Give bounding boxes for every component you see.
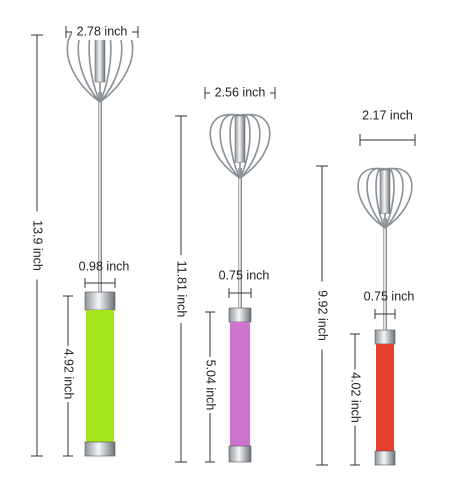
label-bg: [210, 85, 270, 101]
handle-width: 0.75 inch: [219, 268, 270, 282]
handle-length: 4.92 inch: [62, 349, 76, 400]
ferrule: [374, 329, 396, 345]
handle-cap: [84, 441, 116, 457]
label-bg: [173, 255, 189, 323]
ferrule: [84, 291, 116, 311]
whisks: 13.9 inch 2.78 inch 0.98 inch 4.92 inch 11.8…: [29, 23, 416, 466]
whisk-wire: [239, 113, 271, 179]
label-bg: [60, 346, 76, 402]
handle-width: 0.75 inch: [364, 289, 415, 303]
whisk-wire: [229, 113, 241, 179]
whisk-wire: [375, 167, 386, 229]
handle-length: 4.02 inch: [349, 372, 363, 423]
handle: [230, 322, 250, 446]
head-width: 2.56 inch: [215, 85, 266, 99]
handle-length: 5.04 inch: [204, 360, 218, 411]
label-bg: [314, 281, 330, 350]
label-bg: [202, 357, 218, 413]
label-bg: [347, 369, 363, 426]
rod: [383, 218, 387, 330]
whisk-wire: [219, 113, 241, 179]
ferrule: [228, 307, 252, 323]
handle: [86, 310, 114, 442]
total-length: 9.92 inch: [316, 290, 330, 341]
whisk-wire: [366, 167, 386, 229]
handle: [376, 344, 394, 451]
handle-cap: [228, 445, 252, 463]
whisk-core: [234, 115, 246, 163]
total-length: 11.81 inch: [175, 261, 189, 318]
rod: [238, 168, 242, 308]
rod: [98, 92, 102, 292]
label-bg: [72, 24, 132, 40]
whisk-core: [379, 169, 391, 214]
handle-cap: [374, 450, 396, 466]
whisk-wire: [384, 167, 413, 229]
handle-width: 0.98 inch: [79, 259, 130, 273]
head-width: 2.17 inch: [362, 108, 413, 122]
total-length: 13.9 inch: [31, 220, 45, 271]
head-width: 2.78 inch: [77, 24, 128, 38]
label-bg: [29, 211, 45, 280]
